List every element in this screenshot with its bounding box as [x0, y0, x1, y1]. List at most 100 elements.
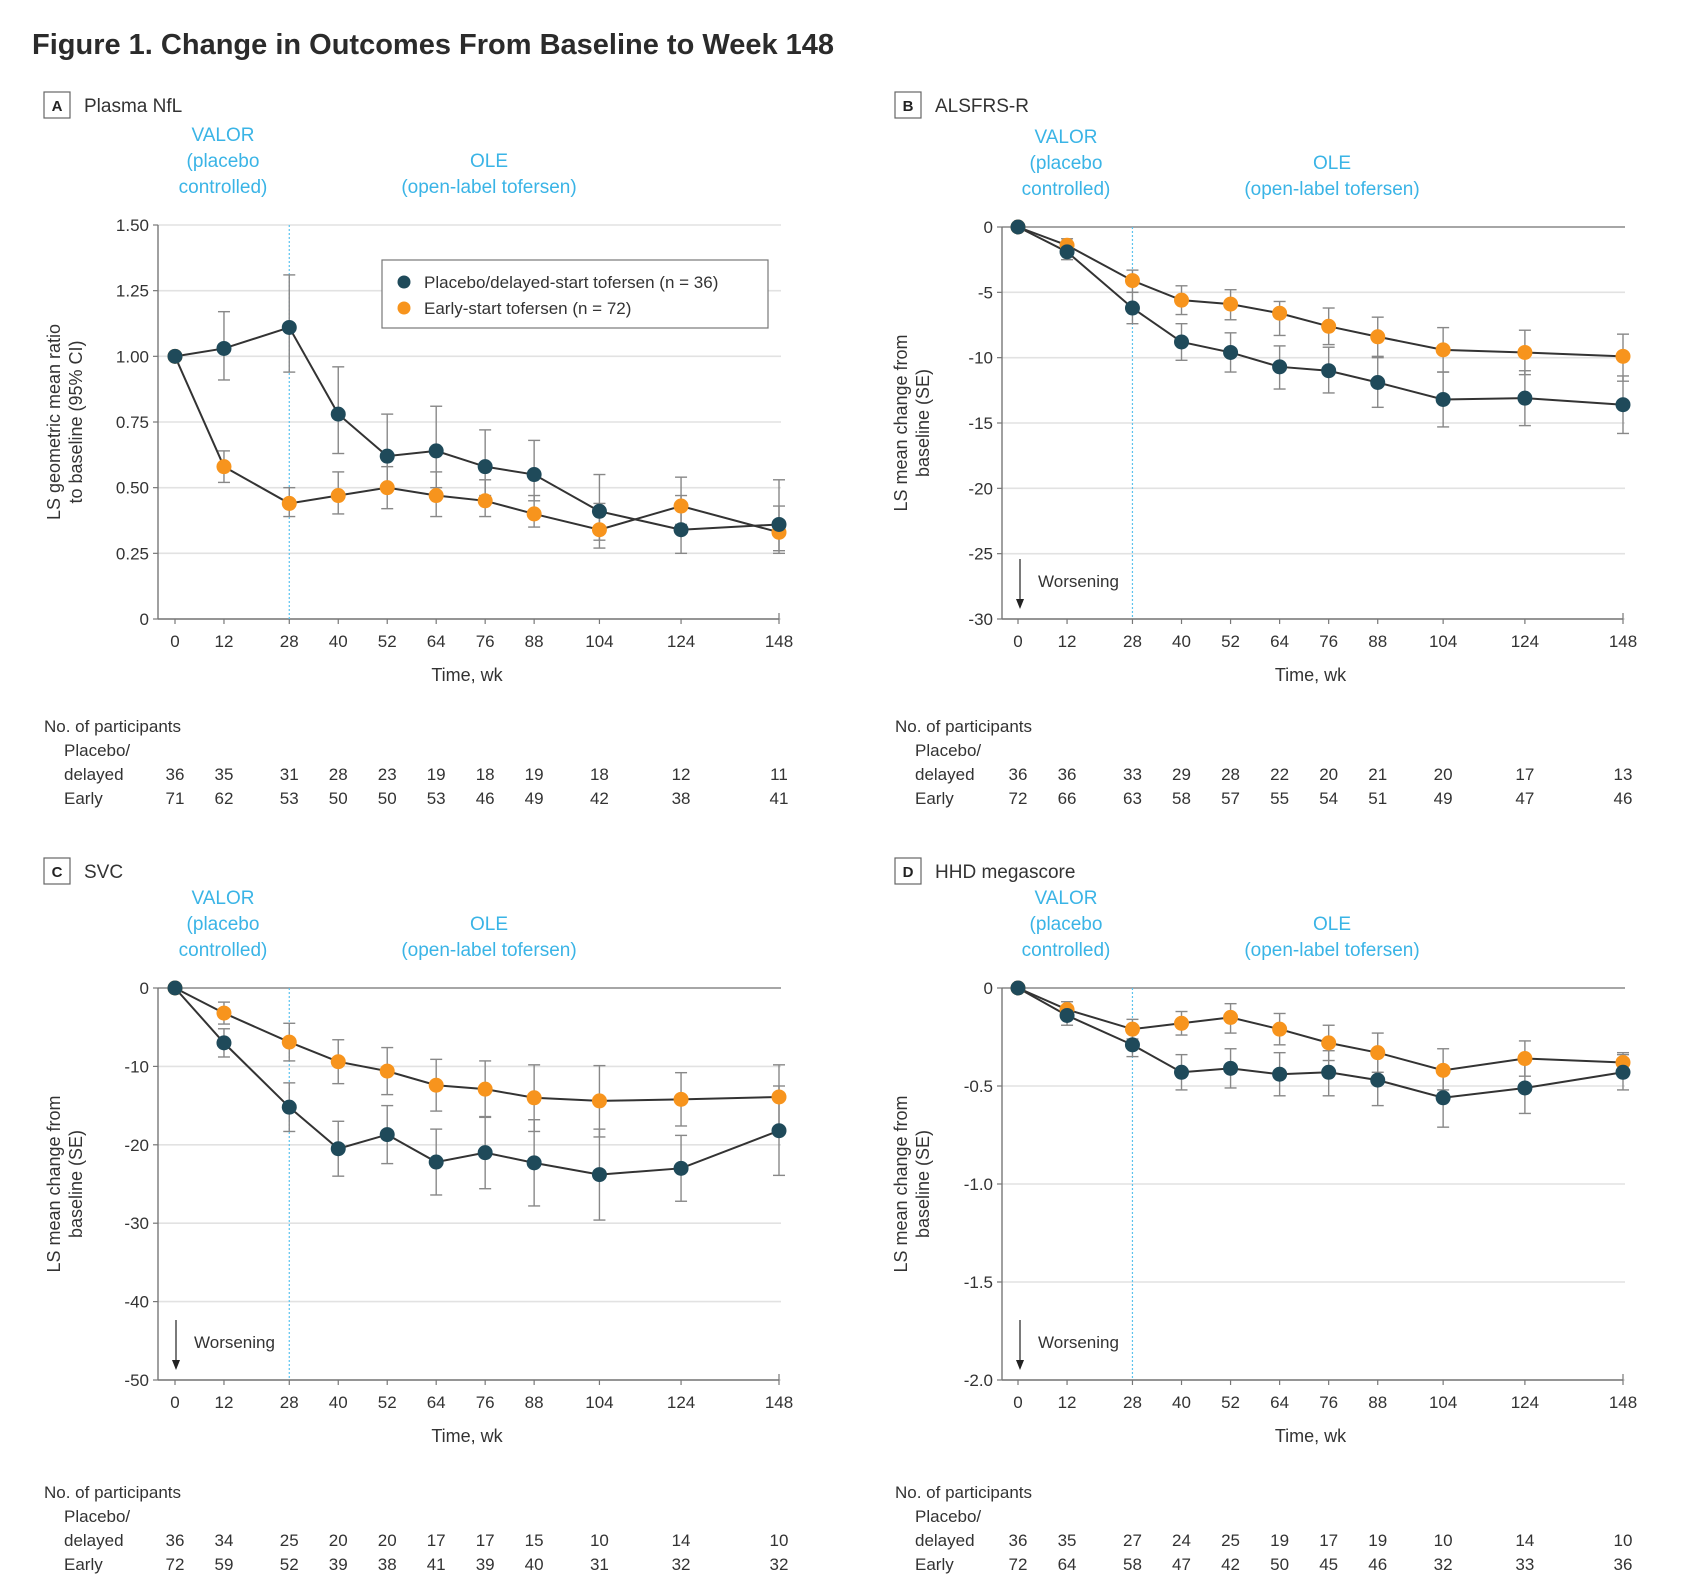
data-point-placebo [1321, 363, 1337, 379]
participants-early-cell: 46 [1614, 789, 1633, 808]
participants-early-cell: 39 [329, 1555, 348, 1574]
arrow-head-icon [1016, 1360, 1024, 1370]
data-point-early [1223, 1009, 1239, 1025]
participants-early-cell: 33 [1515, 1555, 1534, 1574]
data-point-placebo [477, 459, 493, 475]
y-tick-label: -1.0 [964, 1175, 993, 1194]
data-point-early [526, 506, 542, 522]
participants-placebo-cell: 36 [166, 765, 185, 784]
data-point-early [1517, 344, 1533, 360]
data-point-early [477, 493, 493, 509]
data-point-early [1272, 305, 1288, 321]
data-point-placebo [1435, 1090, 1451, 1106]
x-tick-label: 124 [1511, 1393, 1539, 1412]
x-axis-label: Time, wk [431, 665, 503, 685]
panel-letter-box [43, 91, 71, 119]
worsening-label: Worsening [1038, 1333, 1119, 1352]
x-tick-label: 76 [1319, 1393, 1338, 1412]
period-label-ole: OLE [470, 914, 508, 935]
participants-early-cell: 52 [280, 1555, 299, 1574]
row-label-placebo: delayed [915, 1531, 975, 1550]
participants-early-cell: 72 [166, 1555, 185, 1574]
data-point-early [673, 498, 689, 514]
period-label-ole: (open-label tofersen) [1244, 179, 1419, 200]
y-axis-label: LS mean change from [44, 1095, 64, 1272]
period-label-valor: (placebo [187, 151, 260, 172]
participants-header: No. of participants [895, 717, 1032, 736]
panel-title: ALSFRS-R [935, 96, 1029, 117]
participants-placebo-cell: 10 [770, 1531, 789, 1550]
data-point-early [1174, 292, 1190, 308]
data-point-placebo [1124, 300, 1140, 316]
y-tick-label: 0.50 [116, 479, 149, 498]
y-axis-label: baseline (SE) [913, 1130, 933, 1238]
y-tick-label: -20 [124, 1136, 149, 1155]
legend-box [381, 259, 769, 329]
data-point-placebo [216, 340, 232, 356]
participants-placebo-cell: 27 [1123, 1531, 1142, 1550]
x-tick-label: 88 [525, 632, 544, 651]
data-point-placebo [1615, 397, 1631, 413]
data-point-placebo [771, 1123, 787, 1139]
data-point-placebo [526, 1155, 542, 1171]
y-tick-label: -25 [968, 545, 993, 564]
participants-early-cell: 49 [525, 789, 544, 808]
participants-header: No. of participants [44, 1483, 181, 1502]
data-point-placebo [1124, 1037, 1140, 1053]
panel-c: C SVC VALOR (placebo controlled) OLE (open-lab… [43, 857, 793, 1574]
x-tick-label: 52 [378, 632, 397, 651]
x-tick-label: 148 [765, 1393, 793, 1412]
participants-early-cell: 38 [378, 1555, 397, 1574]
data-point-early [379, 1063, 395, 1079]
row-label-placebo: Placebo/ [915, 741, 981, 760]
x-tick-label: 28 [1123, 1393, 1142, 1412]
legend-label-placebo: Placebo/delayed-start tofersen (n = 36) [424, 273, 718, 292]
panel-d: D HHD megascore VALOR (placebo controlled) OL… [891, 857, 1637, 1574]
period-label-valor: controlled) [179, 940, 268, 961]
panels: A Plasma NfL VALOR (placebo controlled) OLE (o… [43, 91, 1637, 1574]
row-label-placebo: Placebo/ [915, 1507, 981, 1526]
period-label-ole: OLE [1313, 153, 1351, 174]
y-tick-label: 1.25 [116, 282, 149, 301]
y-tick-label: -10 [968, 349, 993, 368]
data-point-early [216, 1005, 232, 1021]
worsening-label: Worsening [1038, 572, 1119, 591]
participants-early-cell: 50 [1270, 1555, 1289, 1574]
participants-placebo-cell: 35 [1058, 1531, 1077, 1550]
participants-early-cell: 53 [280, 789, 299, 808]
period-label-valor: VALOR [191, 125, 254, 146]
x-tick-label: 76 [476, 632, 495, 651]
participants-early-cell: 53 [427, 789, 446, 808]
participants-early-cell: 50 [378, 789, 397, 808]
data-point-early [379, 480, 395, 496]
panel-letter: A [52, 98, 63, 115]
panel-letter: B [903, 98, 914, 115]
x-tick-label: 64 [427, 1393, 446, 1412]
data-point-early [1370, 329, 1386, 345]
x-tick-label: 88 [1368, 1393, 1387, 1412]
x-tick-label: 104 [585, 632, 613, 651]
participants-placebo-cell: 36 [1058, 765, 1077, 784]
participants-early-cell: 58 [1123, 1555, 1142, 1574]
participants-early-cell: 72 [1009, 789, 1028, 808]
y-axis-label: baseline (SE) [913, 369, 933, 477]
data-point-placebo [1370, 1072, 1386, 1088]
participants-placebo-cell: 28 [1221, 765, 1240, 784]
data-point-placebo [1174, 334, 1190, 350]
data-point-placebo [281, 319, 297, 335]
x-tick-label: 124 [667, 632, 695, 651]
participants-placebo-cell: 20 [329, 1531, 348, 1550]
y-tick-label: -2.0 [964, 1371, 993, 1390]
data-point-early [1615, 348, 1631, 364]
x-tick-label: 64 [1270, 1393, 1289, 1412]
x-tick-label: 28 [1123, 632, 1142, 651]
data-point-early [477, 1081, 493, 1097]
x-tick-label: 104 [1429, 632, 1457, 651]
x-tick-label: 76 [1319, 632, 1338, 651]
x-tick-label: 124 [1511, 632, 1539, 651]
data-point-placebo [1010, 980, 1026, 996]
participants-early-cell: 59 [215, 1555, 234, 1574]
data-point-early [281, 495, 297, 511]
figure-title: Figure 1. Change in Outcomes From Baseli… [32, 29, 834, 61]
panel-title: SVC [84, 862, 123, 883]
